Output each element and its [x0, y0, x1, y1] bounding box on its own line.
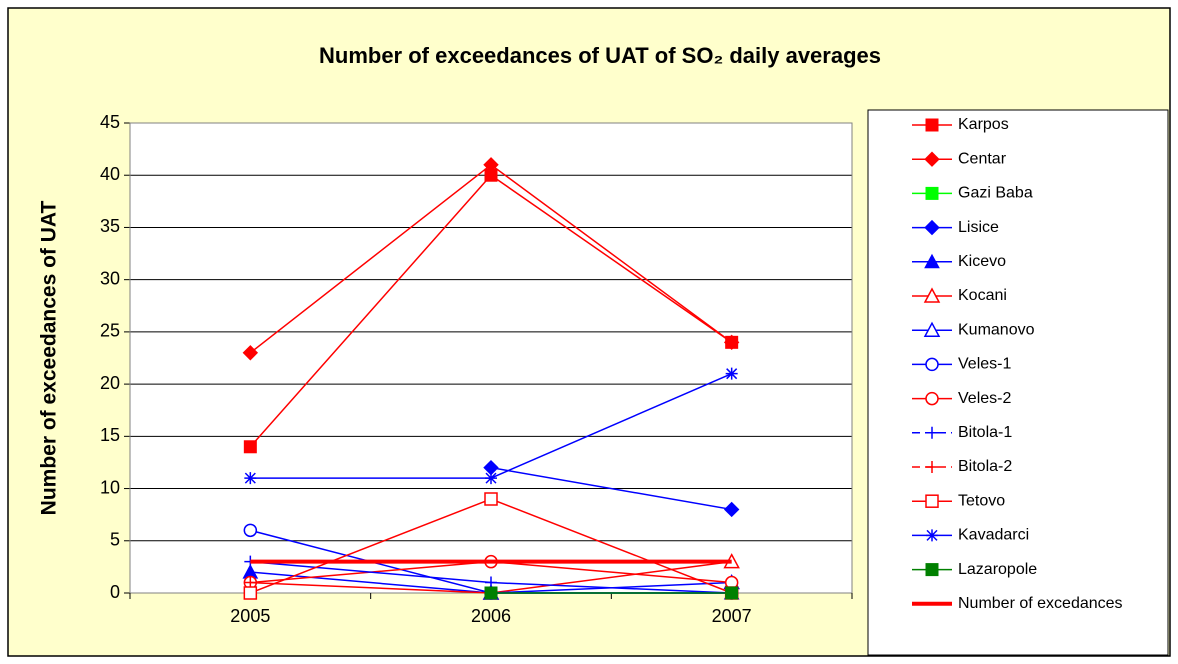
legend [867, 109, 1169, 656]
y-tick-label: 45 [100, 112, 120, 132]
plot-area [130, 123, 852, 593]
marker [484, 586, 498, 600]
marker [924, 253, 940, 269]
marker [923, 321, 941, 337]
marker [926, 426, 938, 439]
y-tick-label: 20 [100, 373, 120, 393]
legend-label: Bitola-2 [958, 458, 1012, 475]
marker [925, 357, 939, 372]
y-tick-label: 35 [100, 216, 120, 236]
legend-label: Kocani [958, 287, 1007, 304]
y-tick-label: 5 [110, 530, 120, 550]
legend-label: Veles-2 [958, 390, 1011, 407]
y-tick-label: 10 [100, 477, 120, 497]
marker [243, 586, 258, 600]
legend-label: Lazaropole [958, 561, 1037, 578]
legend-label: Tetovo [958, 492, 1005, 509]
y-tick-label: 15 [100, 425, 120, 445]
marker [484, 492, 498, 506]
marker [723, 334, 740, 351]
marker [923, 287, 941, 303]
marker [723, 501, 740, 518]
y-tick-label: 0 [110, 582, 120, 602]
legend-label: Veles-1 [958, 356, 1011, 373]
legend-label: Bitola-1 [958, 424, 1012, 441]
marker [925, 563, 939, 577]
series-line [490, 560, 732, 594]
marker [725, 586, 739, 600]
marker [925, 494, 939, 508]
legend-label: Number of excedances [958, 595, 1123, 612]
legend-label: Lisice [958, 219, 999, 236]
marker [483, 157, 499, 173]
legend-label: Kicevo [958, 253, 1006, 270]
legend-label: Centar [958, 150, 1007, 167]
marker [926, 461, 938, 473]
x-tick-label: 2007 [712, 606, 752, 626]
marker [243, 523, 258, 538]
y-tick-label: 25 [100, 321, 120, 341]
y-tick-label: 40 [100, 164, 120, 184]
marker [925, 118, 939, 132]
marker [926, 529, 938, 542]
legend-label: Karpos [958, 116, 1009, 133]
y-tick-label: 30 [100, 268, 120, 288]
marker [243, 440, 257, 454]
marker [925, 186, 939, 200]
legend-label: Kavadarci [958, 527, 1029, 544]
x-tick-label: 2005 [230, 606, 270, 626]
y-axis-label: Number of exceedances of UAT [38, 200, 61, 515]
marker [924, 151, 940, 167]
legend-label: Gazi Baba [958, 185, 1033, 202]
series-line [490, 466, 732, 511]
x-tick-label: 2006 [471, 606, 511, 626]
series-line [250, 581, 492, 594]
marker [485, 472, 497, 485]
marker [924, 219, 940, 236]
marker [925, 391, 939, 406]
chart-title: Number of exceedances of UAT of SO₂ dail… [319, 43, 881, 68]
legend-label: Kumanovo [958, 321, 1035, 338]
marker [242, 345, 259, 361]
marker [725, 367, 738, 380]
marker [244, 472, 257, 485]
